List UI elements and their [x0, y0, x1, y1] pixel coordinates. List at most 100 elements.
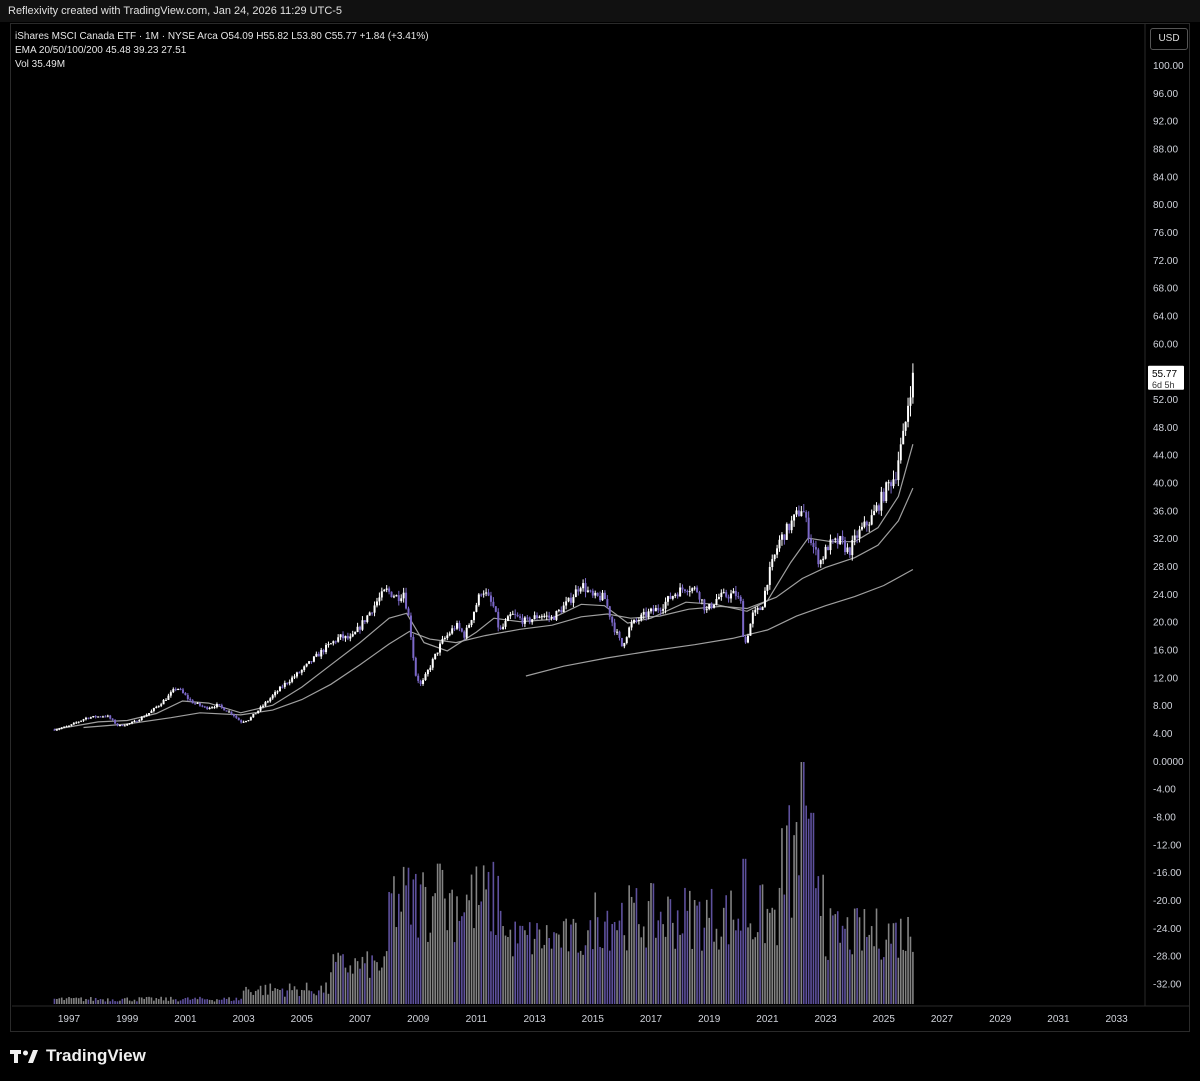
candle-body — [686, 591, 689, 593]
candle-body — [681, 587, 684, 590]
volume-bar — [291, 990, 293, 1004]
candle-body — [329, 643, 332, 645]
volume-bar — [883, 957, 885, 1004]
legend-ema[interactable]: EMA 20/50/100/200 45.48 39.23 27.51 — [15, 45, 187, 56]
volume-bar — [819, 915, 822, 1004]
volume-bar — [191, 998, 194, 1004]
candle-body — [679, 587, 682, 597]
volume-bar — [436, 863, 439, 1004]
candle-body — [55, 729, 58, 731]
candle-body — [713, 604, 716, 608]
y-tick-label: 76.00 — [1153, 228, 1178, 239]
volume-bar — [359, 968, 361, 1004]
y-tick-label: 44.00 — [1153, 451, 1178, 462]
candle-body — [414, 657, 417, 676]
volume-bar — [805, 805, 807, 1004]
candle-body — [223, 707, 226, 711]
candle-body — [245, 721, 248, 723]
candle-body — [817, 549, 820, 565]
candle-body — [63, 726, 66, 728]
x-tick-label: 2011 — [466, 1014, 488, 1025]
volume-bar — [150, 997, 153, 1004]
candle-body — [708, 603, 711, 610]
candle-body — [128, 723, 131, 725]
candle-body — [582, 583, 585, 589]
volume-bar — [347, 972, 349, 1004]
candle-body — [516, 614, 519, 617]
volume-bar — [381, 967, 383, 1004]
volume-bar — [640, 937, 643, 1004]
candle-body — [167, 695, 170, 700]
volume-bar — [674, 948, 677, 1004]
volume-bar — [170, 996, 172, 1004]
candle-body — [652, 608, 655, 612]
candle-body — [725, 592, 728, 597]
volume-bar — [824, 956, 827, 1004]
candle-body — [882, 491, 885, 502]
volume-bar — [240, 998, 242, 1004]
volume-bar — [204, 999, 206, 1004]
candle-body — [533, 615, 536, 620]
candle-body — [836, 538, 839, 545]
currency-button[interactable]: USD — [1150, 28, 1188, 50]
candle-body — [92, 716, 95, 718]
candle-body — [247, 720, 250, 722]
legend-volume[interactable]: Vol 35.49M — [15, 59, 66, 70]
candle-body — [630, 622, 633, 628]
candle-body — [797, 510, 800, 517]
volume-bar — [664, 936, 667, 1004]
volume-bar — [715, 928, 718, 1004]
candle-body — [577, 589, 580, 592]
volume-layer — [53, 762, 914, 1004]
volume-bar — [596, 917, 599, 1004]
candle-body — [361, 620, 364, 630]
volume-bar — [424, 886, 427, 1004]
volume-bar — [281, 988, 284, 1004]
volume-bar — [849, 949, 851, 1004]
volume-bar — [68, 997, 70, 1004]
candle-body — [426, 670, 429, 675]
candle-body — [174, 689, 177, 691]
candle-body — [436, 652, 439, 654]
volume-bar — [786, 825, 788, 1004]
candle-body — [858, 529, 861, 538]
candle-body — [890, 482, 893, 487]
volume-bar — [579, 950, 582, 1004]
candle-body — [264, 702, 267, 706]
candle-body — [191, 700, 194, 704]
candle-body — [388, 588, 391, 592]
candle-body — [892, 479, 895, 487]
volume-bar — [461, 916, 463, 1004]
candle-body — [308, 661, 311, 664]
volume-bar — [458, 920, 461, 1004]
volume-bar — [439, 863, 441, 1004]
volume-bar — [759, 885, 761, 1004]
candle-body — [228, 711, 231, 713]
volume-bar — [608, 950, 611, 1004]
volume-bar — [104, 1001, 107, 1004]
candle-body — [637, 619, 640, 621]
candle-body — [732, 590, 735, 594]
candle-body — [894, 479, 897, 481]
candle-body — [827, 546, 830, 551]
volume-bar — [434, 893, 436, 1004]
candle-body — [104, 716, 107, 718]
legend-symbol-ohlc[interactable]: iShares MSCI Canada ETF · 1M · NYSE Arca… — [15, 31, 429, 42]
volume-bar — [725, 895, 727, 1004]
candle-body — [744, 636, 747, 643]
candle-body — [332, 641, 335, 644]
volume-bar — [807, 818, 810, 1004]
volume-bar — [645, 947, 647, 1004]
candle-body — [82, 719, 85, 721]
candle-body — [749, 623, 752, 636]
volume-bar — [577, 952, 580, 1004]
y-tick-label: -20.00 — [1153, 896, 1182, 907]
x-tick-label: 2001 — [174, 1014, 197, 1025]
volume-bar — [322, 992, 325, 1004]
candle-body — [586, 590, 589, 592]
candle-body — [400, 598, 403, 601]
volume-bar — [829, 908, 832, 1004]
y-tick-label: 96.00 — [1153, 89, 1178, 100]
volume-bar — [315, 995, 318, 1004]
